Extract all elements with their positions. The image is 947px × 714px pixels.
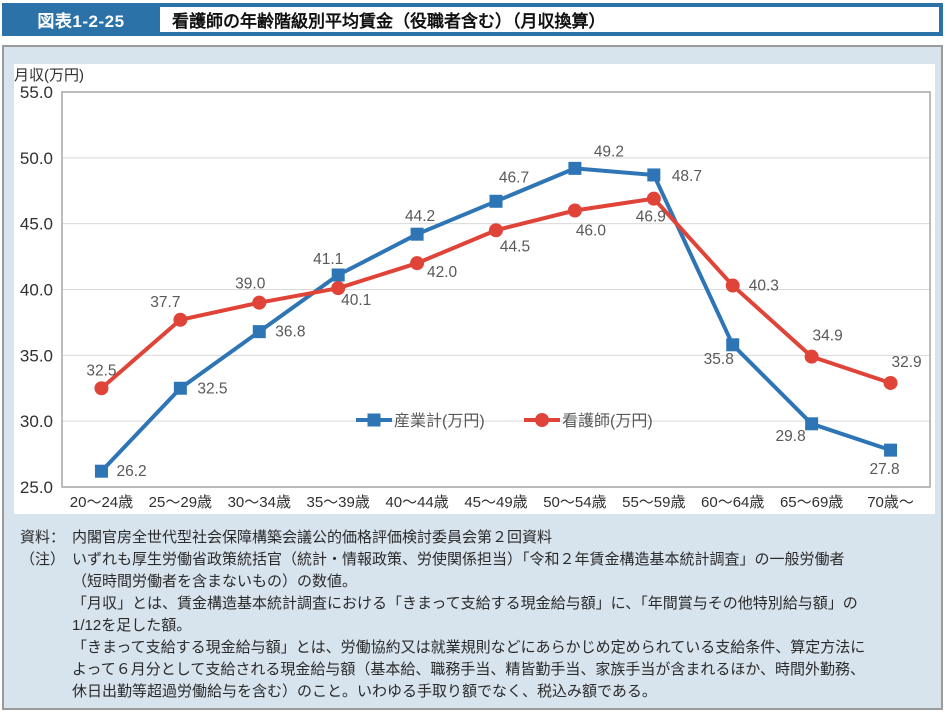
note-line: 1/12を足した額。 bbox=[72, 617, 192, 634]
source-text: 内閣官房全世代型社会保障構築会議公的価格評価検討委員会第２回資料 bbox=[72, 529, 553, 546]
footnote-note-row: （短時間労働者を含まないもの）の数値。 bbox=[20, 571, 938, 593]
footnote-source-row: 資料： 内閣官房全世代型社会保障構築会議公的価格評価検討委員会第２回資料 bbox=[20, 527, 938, 549]
note-line: よって６月分として支給される現金給与額（基本給、職務手当、精皆勤手当、家族手当が… bbox=[72, 661, 866, 678]
chart-card bbox=[14, 64, 935, 514]
note-label: （注） bbox=[20, 551, 66, 568]
figure-title: 看護師の年齢階級別平均賃金（役職者含む）（月収換算） bbox=[160, 7, 939, 32]
figure-header: 図表1-2-25 看護師の年齢階級別平均賃金（役職者含む）（月収換算） bbox=[2, 3, 943, 36]
figure-number-badge: 図表1-2-25 bbox=[37, 12, 125, 31]
note-line: （短時間労働者を含まないもの）の数値。 bbox=[72, 573, 358, 590]
footnote: 資料： 内閣官房全世代型社会保障構築会議公的価格評価検討委員会第２回資料 （注）… bbox=[20, 527, 938, 703]
footnote-note-row: よって６月分として支給される現金給与額（基本給、職務手当、精皆勤手当、家族手当が… bbox=[20, 659, 938, 681]
footnote-note-row: 「月収」とは、賃金構造基本統計調査における「きまって支給する現金給与額」に、「年… bbox=[20, 593, 938, 615]
footnote-note-row: 「きまって支給する現金給与額」とは、労働協約又は就業規則などにあらかじめ定められ… bbox=[20, 637, 938, 659]
note-line: 「きまって支給する現金給与額」とは、労働協約又は就業規則などにあらかじめ定められ… bbox=[72, 639, 866, 656]
note-line: 休日出勤等超過労働給与を含む）のこと。いわゆる手取り額でなく、税込み額である。 bbox=[72, 683, 657, 700]
footnote-note-row: （注） いずれも厚生労働省政策統括官（統計・情報政策、労使関係担当）「令和２年賃… bbox=[20, 549, 938, 571]
source-label: 資料： bbox=[20, 529, 66, 546]
footnote-note-row: 1/12を足した額。 bbox=[20, 615, 938, 637]
footnote-note-row: 休日出勤等超過労働給与を含む）のこと。いわゆる手取り額でなく、税込み額である。 bbox=[20, 681, 938, 703]
note-line: 「月収」とは、賃金構造基本統計調査における「きまって支給する現金給与額」に、「年… bbox=[72, 595, 858, 612]
note-line: いずれも厚生労働省政策統括官（統計・情報政策、労使関係担当）「令和２年賃金構造基… bbox=[72, 551, 845, 568]
chart-panel: 資料： 内閣官房全世代型社会保障構築会議公的価格評価検討委員会第２回資料 （注）… bbox=[2, 45, 943, 710]
